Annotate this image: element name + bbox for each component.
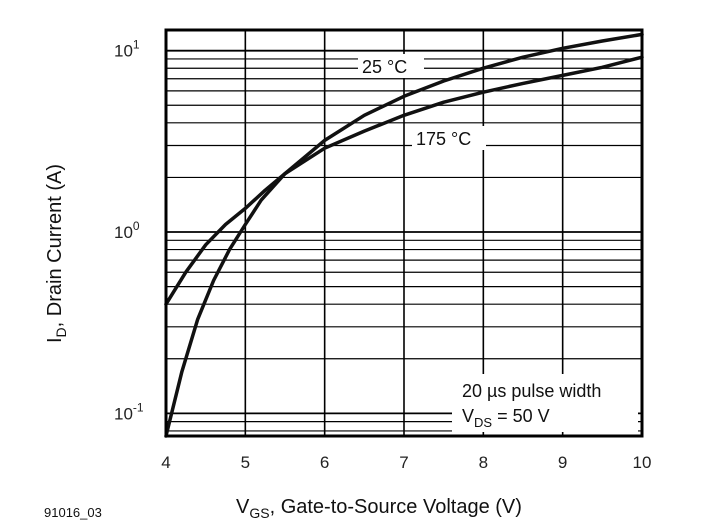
figure-id: 91016_03: [44, 505, 102, 520]
label-25c-bg: [358, 54, 424, 78]
note-bg: [452, 374, 638, 432]
series-label-175c: 175 °C: [416, 129, 471, 149]
x-tick-label: 7: [399, 453, 408, 472]
y-tick-label: 10-1: [114, 400, 144, 423]
series-layer: [164, 32, 644, 438]
x-tick-label: 6: [320, 453, 329, 472]
note-pulse-width: 20 µs pulse width: [462, 381, 601, 401]
x-tick-label: 8: [479, 453, 488, 472]
x-axis-title: VGS, Gate-to-Source Voltage (V): [236, 496, 522, 521]
x-tick-label: 10: [633, 453, 652, 472]
y-tick-label: 101: [114, 38, 140, 61]
x-tick-label: 5: [241, 453, 250, 472]
series-label-25c: 25 °C: [362, 57, 407, 77]
series-line-0: [164, 32, 644, 438]
note-vds: VDS = 50 V: [462, 406, 550, 430]
x-tick-labels: 4 5 6 7 8 9 10: [161, 453, 651, 472]
y-tick-label: 100: [114, 219, 140, 242]
plot-frame: [164, 28, 644, 438]
y-axis-title: ID, Drain Current (A): [44, 164, 69, 343]
y-tick-labels: 101 100 10-1: [114, 38, 144, 424]
series-line-1: [164, 55, 644, 306]
x-tick-label: 9: [558, 453, 567, 472]
x-tick-label: 4: [161, 453, 170, 472]
label-175c-bg: [412, 126, 486, 150]
